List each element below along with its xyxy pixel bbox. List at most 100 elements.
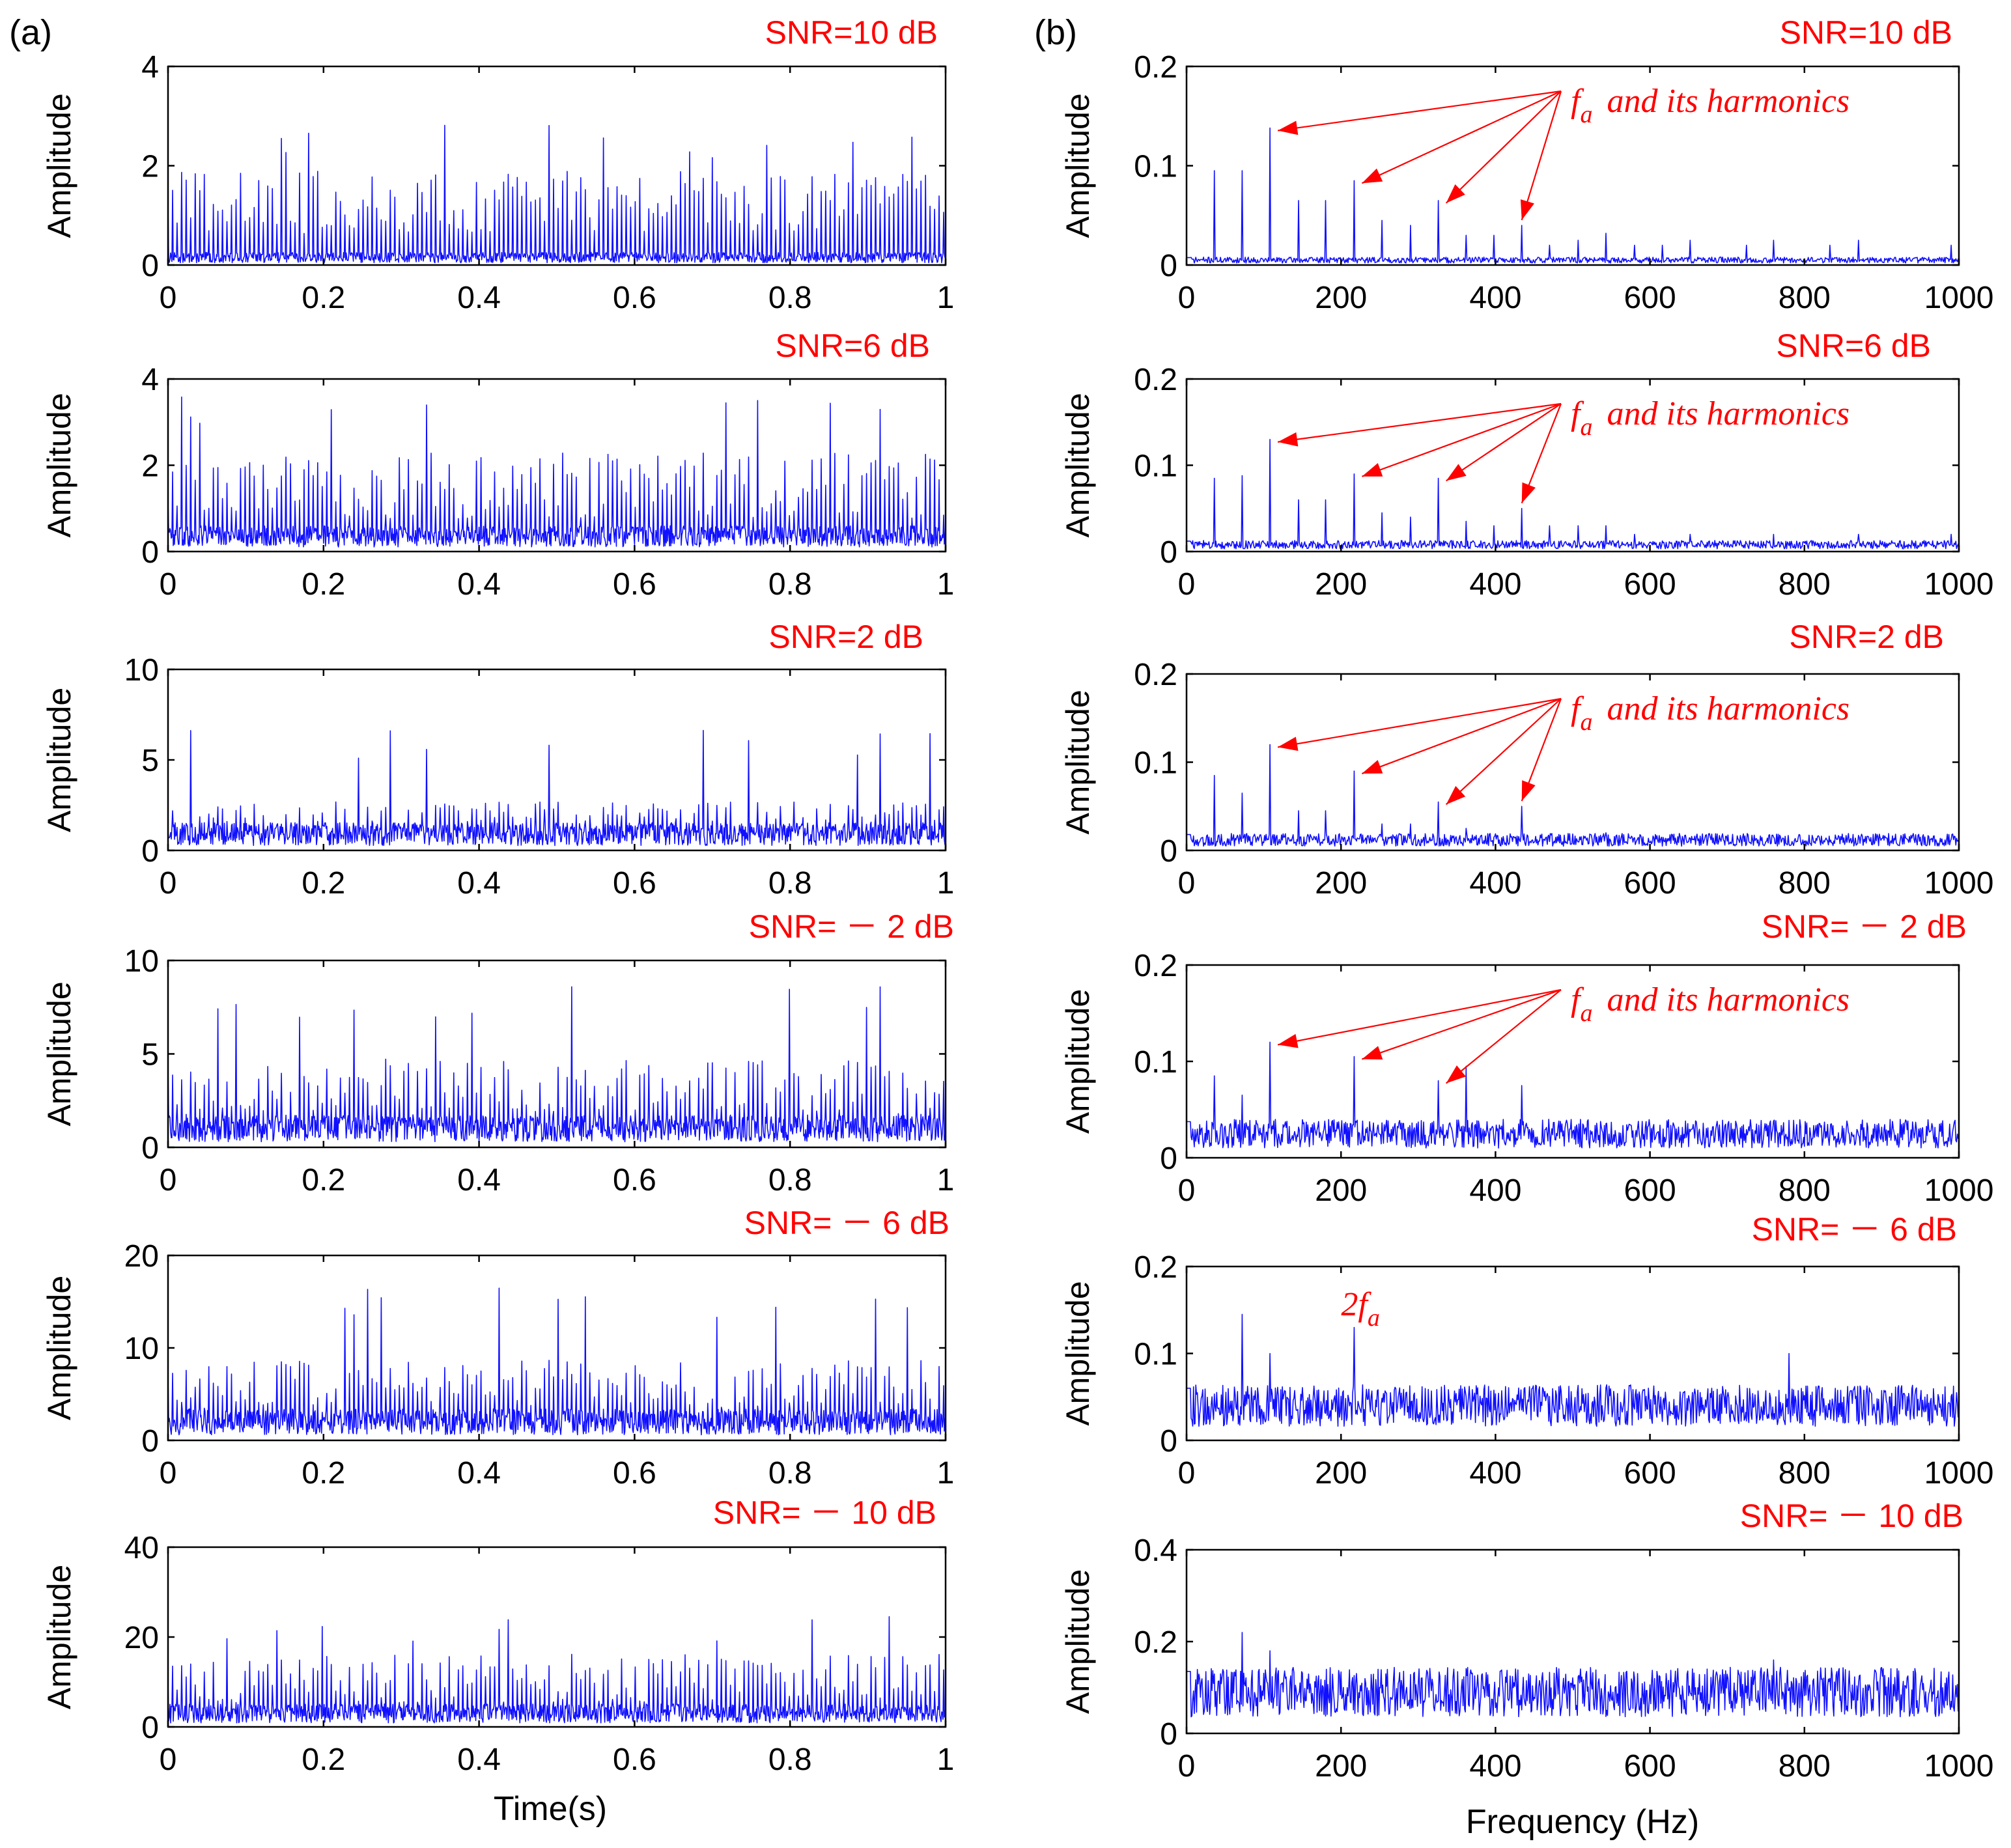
- x-tick-label: 0: [1178, 1749, 1196, 1784]
- x-tick-label: 400: [1469, 1749, 1521, 1784]
- x-tick-label: 0.8: [768, 281, 812, 315]
- x-tick-label: 0.6: [613, 567, 656, 602]
- x-tick-label: 200: [1315, 567, 1367, 602]
- y-tick-label: 10: [124, 1332, 159, 1366]
- plot-frame-a1: [167, 65, 947, 266]
- x-tick-label: 0.6: [613, 1456, 656, 1491]
- y-axis-label: Amplitude: [41, 93, 77, 238]
- y-tick-label: 20: [124, 1239, 159, 1274]
- x-tick-label: 1000: [1924, 281, 1994, 315]
- annotation-arrow: [1277, 402, 1562, 443]
- annotation-arrowhead: [1521, 780, 1536, 802]
- y-tick-label: 0: [141, 249, 159, 283]
- x-tick-label: 400: [1469, 281, 1521, 315]
- y-axis-label: Amplitude: [41, 981, 77, 1126]
- y-axis-label: Amplitude: [1060, 989, 1096, 1134]
- annotation-arrow: [1445, 91, 1562, 204]
- y-tick-label: 0: [141, 1131, 159, 1166]
- fa-annotation: fa and its harmonics: [1571, 395, 1849, 441]
- y-tick-label: 10: [124, 653, 159, 688]
- snr-title: SNR=6 dB: [1776, 328, 1931, 364]
- chart-a6: 0 0.2 0.4 0.6 0.8 1 0 20 40 Amplitude SNR= － 10 dB: [41, 1494, 954, 1777]
- y-axis-label: Amplitude: [41, 1276, 77, 1420]
- y-tick-label: 0.2: [1134, 50, 1177, 85]
- x-tick-label: 0.4: [457, 1456, 501, 1491]
- annotation-arrowhead: [1362, 760, 1383, 774]
- x-tick-label: 0.2: [302, 1456, 345, 1491]
- x-tick-label: 0: [160, 1456, 177, 1491]
- x-tick-label: 0.8: [768, 866, 812, 901]
- annotation-arrow: [1446, 403, 1562, 482]
- x-tick-label: 0.4: [457, 866, 501, 901]
- y-tick-label: 0.2: [1134, 363, 1177, 397]
- x-tick-label: 1: [937, 866, 955, 901]
- signal-trace-b4: [1187, 1041, 1960, 1149]
- signal-trace-a2: [167, 396, 946, 548]
- annotation-arrowhead: [1278, 736, 1299, 751]
- y-tick-label: 4: [141, 363, 159, 397]
- plot-frame-b6: [1185, 1548, 1960, 1735]
- x-tick-label: 0.2: [302, 1163, 345, 1197]
- x-tick-label: 0: [160, 567, 177, 602]
- y-tick-label: 0: [1160, 1424, 1177, 1459]
- annotation-arrowhead: [1446, 464, 1467, 481]
- y-axis-label: Amplitude: [1060, 93, 1096, 238]
- annotation-arrowhead: [1362, 168, 1383, 184]
- x-tick-label: 0.8: [768, 1456, 812, 1491]
- signal-trace-b6: [1187, 1632, 1960, 1718]
- y-tick-label: 0.1: [1134, 1045, 1177, 1080]
- x-tick-label: 200: [1315, 1749, 1367, 1784]
- annotation-arrowhead: [1521, 482, 1536, 503]
- two-fa-annotation: 2fa: [1341, 1286, 1379, 1332]
- x-tick-label: 1: [937, 281, 955, 315]
- y-axis-label: Amplitude: [1060, 1281, 1096, 1425]
- signal-trace-a5: [167, 1287, 946, 1436]
- annotation-arrowhead: [1278, 120, 1299, 135]
- x-tick-label: 0.8: [768, 567, 812, 602]
- y-axis-label: Amplitude: [1060, 393, 1096, 537]
- x-tick-label: 800: [1779, 281, 1831, 315]
- y-tick-label: 20: [124, 1621, 159, 1655]
- chart-a1: 0 0.2 0.4 0.6 0.8 1 0 2 4 Amplitude SNR=10 dB: [41, 14, 954, 315]
- y-tick-label: 0: [141, 535, 159, 570]
- plot-frame-a2: [167, 378, 947, 553]
- y-axis-label: Amplitude: [41, 393, 77, 537]
- y-tick-label: 0: [141, 834, 159, 869]
- x-tick-label: 0: [160, 1163, 177, 1197]
- snr-title: SNR= － 10 dB: [1740, 1498, 1963, 1534]
- annotation-arrow: [1277, 697, 1562, 748]
- signal-trace-a3: [167, 729, 946, 847]
- x-tick-label: 0: [160, 866, 177, 901]
- plot-frame-a4: [167, 959, 947, 1149]
- y-tick-label: 0: [1160, 1141, 1177, 1176]
- frequency-axis-label: Frequency (Hz): [1466, 1803, 1699, 1841]
- fa-annotation: fa and its harmonics: [1571, 83, 1849, 128]
- y-tick-label: 0.2: [1134, 949, 1177, 983]
- x-tick-label: 0.4: [457, 281, 501, 315]
- x-tick-label: 0: [1178, 1456, 1196, 1491]
- snr-title: SNR=10 dB: [1780, 14, 1952, 51]
- annotation-arrowhead: [1446, 786, 1466, 805]
- chart-b3: 0 200 400 600 800 1000 0 0.1 0.2 Amplitude SNR=2 d…: [1060, 619, 1993, 901]
- x-tick-label: 0.2: [302, 567, 345, 602]
- y-tick-label: 0: [1160, 1717, 1177, 1752]
- x-tick-label: 400: [1469, 1173, 1521, 1208]
- annotation-arrowhead: [1446, 184, 1465, 203]
- annotation-arrow: [1361, 402, 1562, 477]
- y-tick-label: 0.1: [1134, 1337, 1177, 1372]
- x-tick-label: 0.8: [768, 1743, 812, 1777]
- chart-b1: 0 200 400 600 800 1000 0 0.1 0.2 Amplitude SNR=10 …: [1060, 14, 1993, 315]
- y-tick-label: 5: [141, 1038, 159, 1072]
- y-tick-label: 0.2: [1134, 658, 1177, 692]
- x-tick-label: 1: [937, 1163, 955, 1197]
- x-tick-label: 800: [1779, 1456, 1831, 1491]
- x-tick-label: 800: [1779, 1749, 1831, 1784]
- x-tick-label: 800: [1779, 1173, 1831, 1208]
- x-tick-label: 0.4: [457, 1743, 501, 1777]
- y-tick-label: 40: [124, 1531, 159, 1565]
- x-tick-label: 200: [1315, 1173, 1367, 1208]
- annotation-arrow: [1277, 90, 1562, 132]
- x-tick-label: 0.4: [457, 1163, 501, 1197]
